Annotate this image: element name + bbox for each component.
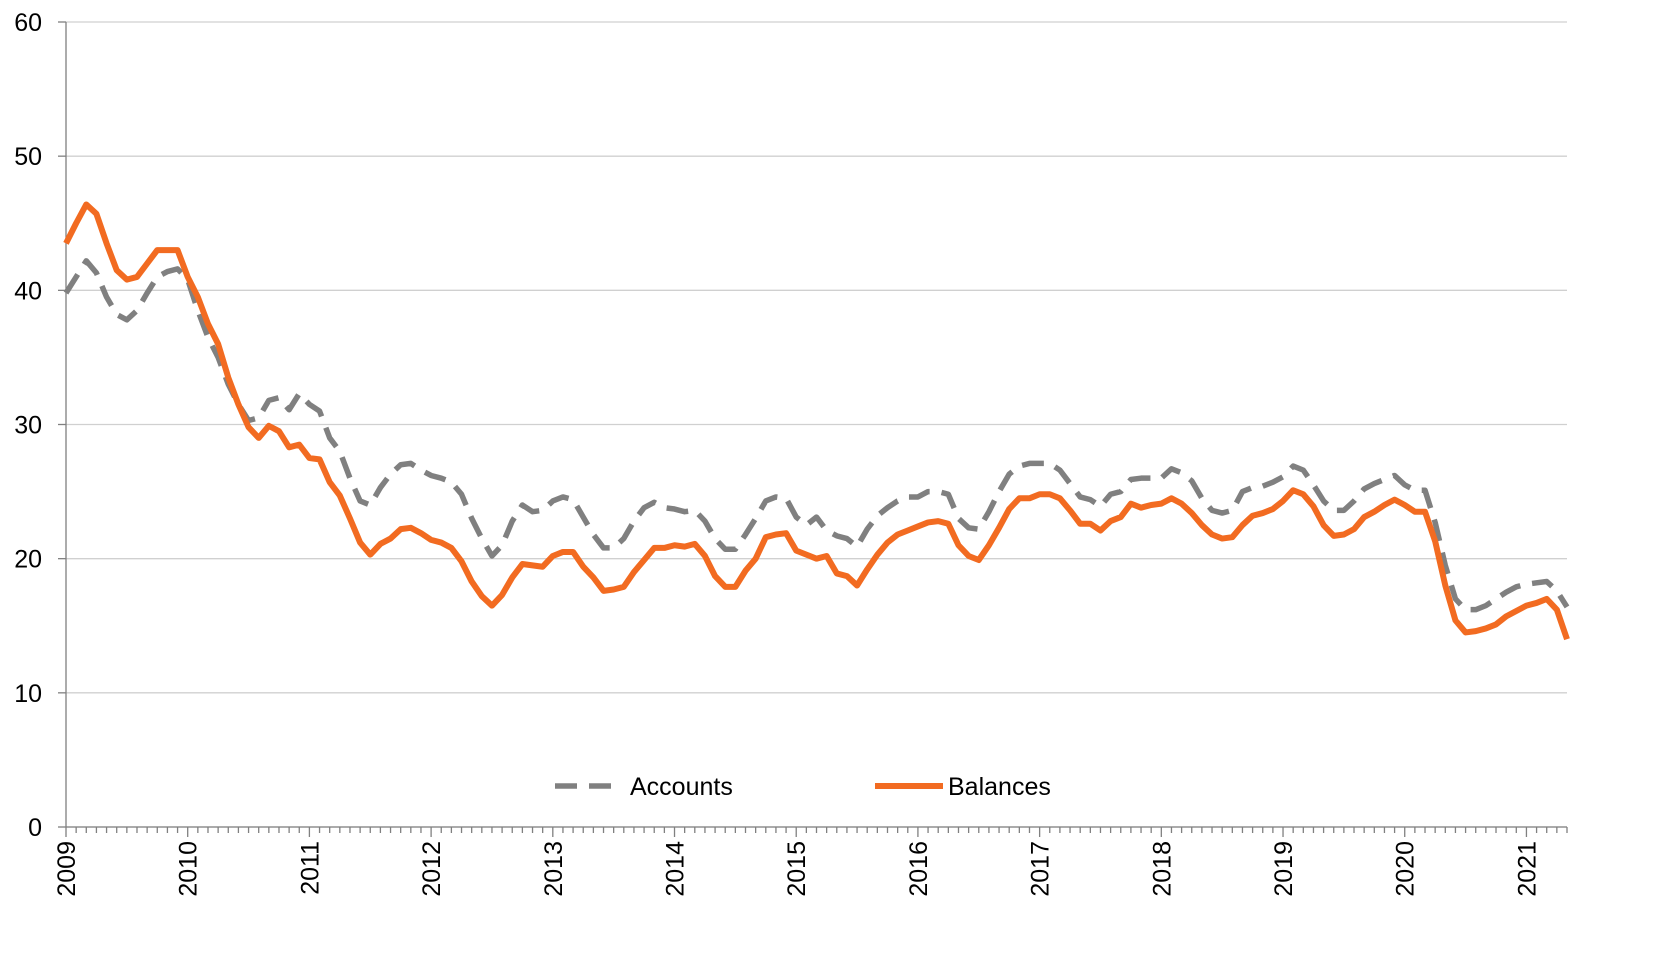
y-tick-label: 20 — [14, 546, 42, 574]
x-tick-label: 2017 — [1027, 841, 1055, 897]
y-tick-label: 50 — [14, 143, 42, 171]
line-series — [63, 258, 1570, 613]
x-tick-label: 2020 — [1392, 841, 1420, 897]
y-tick-label: 0 — [28, 814, 42, 842]
x-tick-label: 2009 — [53, 841, 81, 897]
line-series — [63, 201, 1570, 641]
y-tick-label: 40 — [14, 277, 42, 305]
x-tick-label: 2018 — [1148, 841, 1176, 897]
y-tick-label: 10 — [14, 680, 42, 708]
x-tick-label: 2013 — [540, 841, 568, 897]
x-tick-label: 2021 — [1513, 841, 1541, 897]
x-tick-label: 2014 — [662, 841, 690, 897]
x-tick-label: 2015 — [783, 841, 811, 897]
legend-label: Balances — [948, 773, 1051, 801]
x-tick-label: 2012 — [418, 841, 446, 897]
x-tick-label: 2019 — [1270, 841, 1298, 897]
x-tick-label: 2016 — [905, 841, 933, 897]
y-tick-label: 30 — [14, 412, 42, 440]
x-tick-label: 2011 — [296, 841, 324, 895]
y-tick-label: 60 — [14, 9, 42, 37]
legend-label: Accounts — [630, 773, 733, 801]
x-tick-label: 2010 — [175, 841, 203, 897]
